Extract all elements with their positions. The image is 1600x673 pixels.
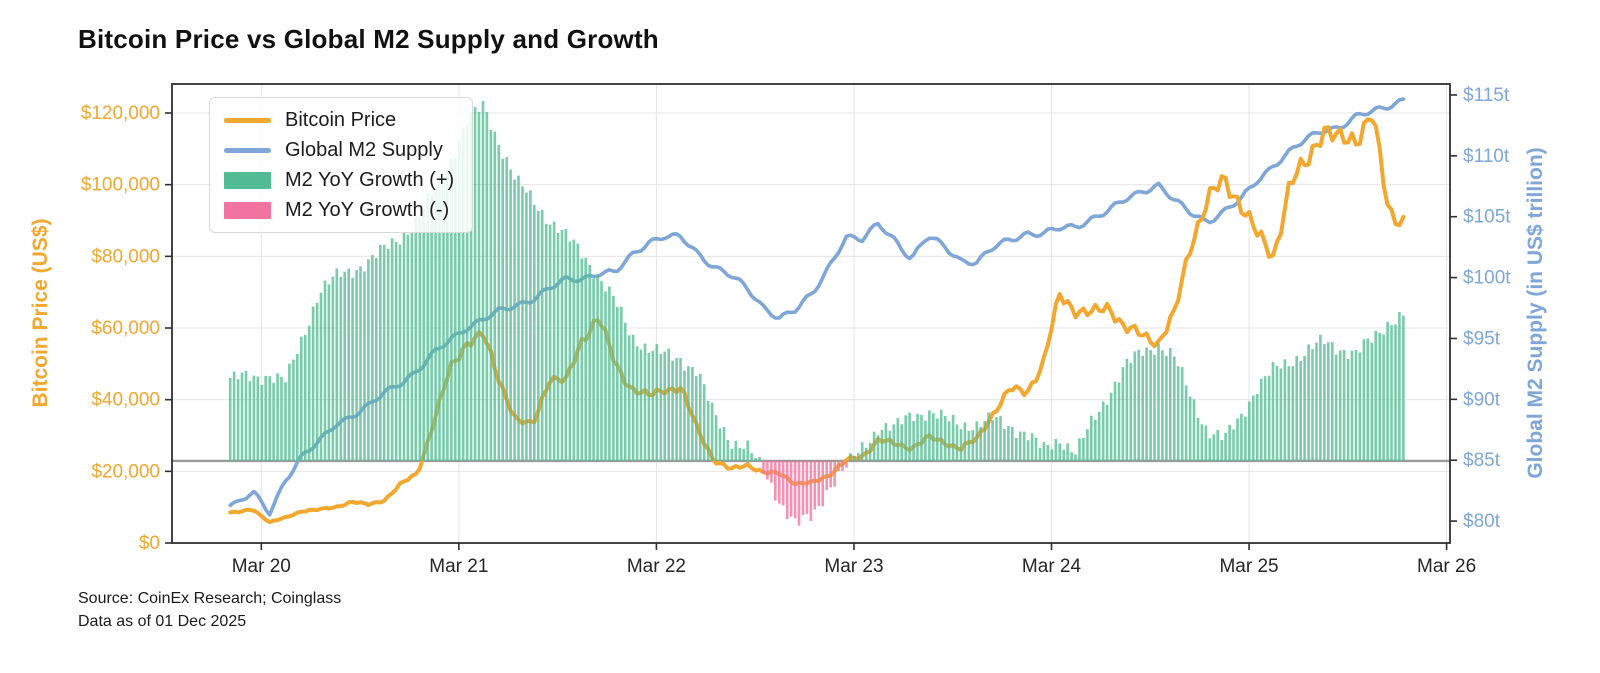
legend-label: Bitcoin Price [285, 109, 397, 131]
x-tick-label: Mar 24 [1022, 556, 1082, 577]
legend-label: Global M2 Supply [285, 139, 443, 161]
source-line: Source: CoinEx Research; Coinglass [78, 590, 342, 607]
x-tick-label: Mar 20 [232, 556, 291, 577]
right-tick-label: $95t [1463, 328, 1501, 349]
legend: Bitcoin Price Global M2 Supply M2 YoY Gr… [209, 97, 473, 233]
bitcoin-line-swatch [224, 117, 271, 123]
growth-negative-swatch [224, 201, 271, 219]
source-note: Source: CoinEx Research; Coinglass Data … [78, 587, 341, 633]
legend-item-growth-negative: M2 YoY Growth (-) [224, 200, 458, 220]
tick-marks [165, 94, 1457, 550]
legend-item-m2-supply: Global M2 Supply [224, 140, 458, 160]
right-tick-label: $115t [1463, 85, 1510, 106]
x-tick-label: Mar 25 [1219, 556, 1278, 577]
left-tick-label: $60,000 [91, 318, 160, 339]
m2-growth-bars [228, 101, 1405, 526]
chart-title: Bitcoin Price vs Global M2 Supply and Gr… [78, 24, 659, 54]
plot-border [171, 83, 1451, 544]
right-tick-label: $85t [1463, 450, 1501, 471]
x-tick-label: Mar 22 [627, 556, 686, 577]
legend-label: M2 YoY Growth (+) [285, 169, 455, 191]
x-tick-label: Mar 21 [429, 556, 488, 577]
left-tick-label: $80,000 [91, 246, 160, 267]
left-tick-label: $40,000 [91, 390, 160, 411]
legend-label: M2 YoY Growth (-) [285, 199, 450, 221]
right-tick-label: $110t [1463, 146, 1510, 167]
left-tick-label: $100,000 [81, 175, 160, 196]
right-axis-title: Global M2 Supply (in US$ trillion) [1524, 147, 1547, 479]
legend-item-growth-positive: M2 YoY Growth (+) [224, 170, 458, 190]
left-tick-label: $20,000 [91, 461, 160, 482]
right-tick-label: $90t [1463, 389, 1501, 410]
m2-line-swatch [224, 147, 271, 153]
growth-positive-swatch [224, 171, 271, 189]
m2-supply-line [228, 97, 1406, 517]
x-tick-label: Mar 26 [1417, 556, 1476, 577]
right-tick-label: $80t [1463, 511, 1501, 532]
tick-labels: $0 $20,000 $40,000 $60,000 $80,000 $100,000 $1… [81, 85, 1512, 577]
btc-price-line [228, 117, 1406, 524]
data-as-of-line: Data as of 01 Dec 2025 [78, 613, 247, 631]
right-tick-label: $105t [1463, 207, 1511, 228]
right-tick-label: $100t [1463, 268, 1511, 289]
left-axis-title: Bitcoin Price (US$) [29, 218, 52, 408]
legend-item-bitcoin-price: Bitcoin Price [224, 110, 458, 130]
left-tick-label: $0 [139, 533, 160, 554]
x-tick-label: Mar 23 [824, 556, 883, 577]
left-tick-label: $120,000 [81, 103, 160, 124]
